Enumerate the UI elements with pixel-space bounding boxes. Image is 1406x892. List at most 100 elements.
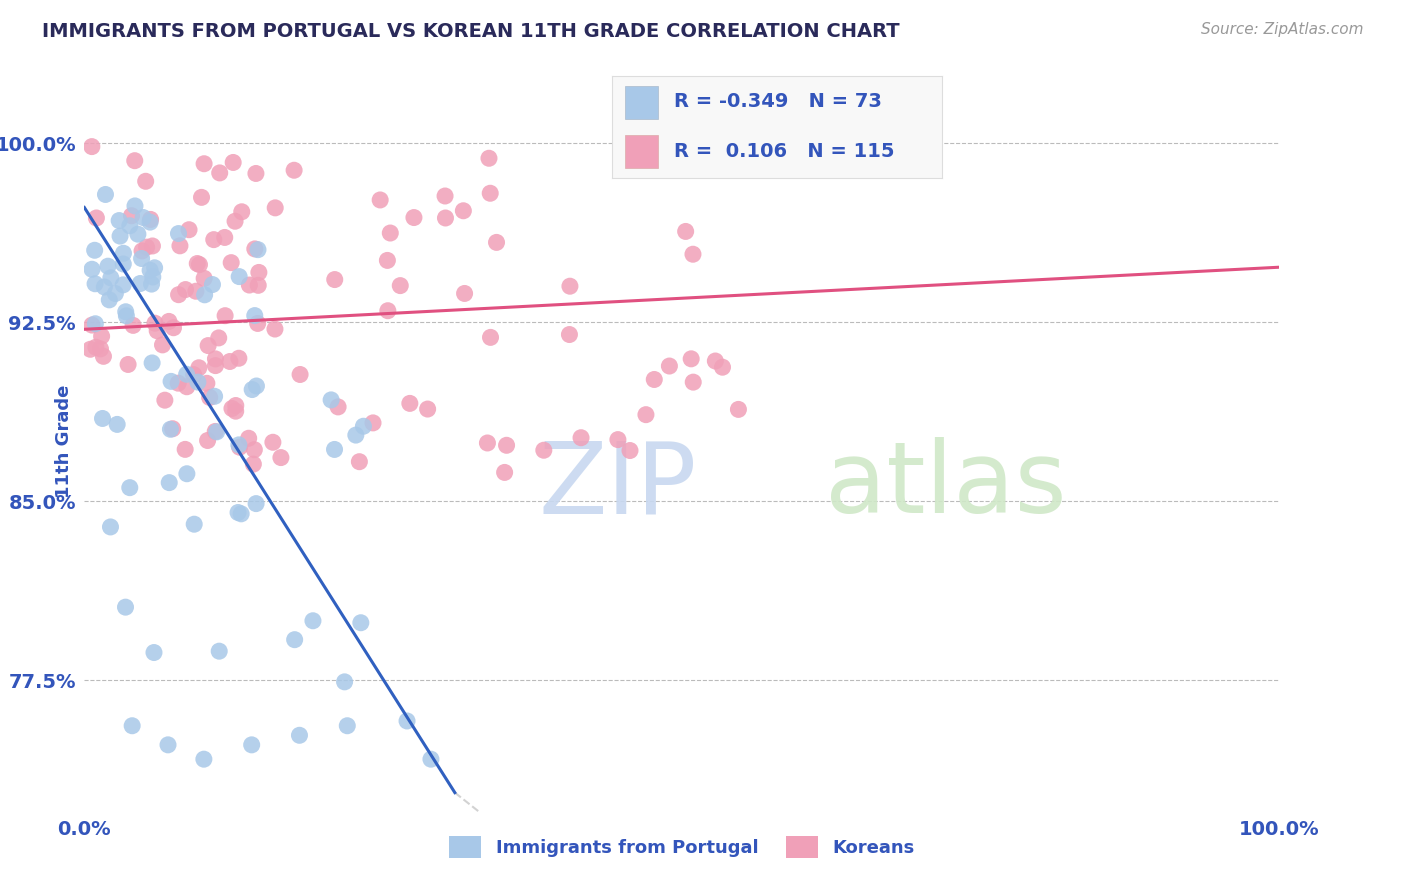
Point xyxy=(333,674,356,689)
Point xyxy=(208,331,231,345)
Point xyxy=(231,204,253,219)
Point xyxy=(681,351,703,366)
Text: Source: ZipAtlas.com: Source: ZipAtlas.com xyxy=(1201,22,1364,37)
Point xyxy=(323,272,346,286)
Point xyxy=(243,442,266,457)
Point xyxy=(558,327,581,342)
Point xyxy=(84,277,107,291)
Point xyxy=(89,342,111,356)
Point xyxy=(284,632,307,647)
Point xyxy=(114,305,136,319)
Point xyxy=(222,155,245,169)
Point xyxy=(174,283,197,297)
Point xyxy=(240,738,263,752)
Point xyxy=(350,615,373,630)
Point xyxy=(186,256,208,270)
Text: R = -0.349   N = 73: R = -0.349 N = 73 xyxy=(675,93,882,112)
Point xyxy=(494,466,516,480)
Point xyxy=(197,338,219,352)
Point xyxy=(153,393,176,408)
Point xyxy=(176,380,198,394)
Point xyxy=(80,139,103,153)
Point xyxy=(194,287,217,301)
Point xyxy=(326,400,349,414)
Point xyxy=(380,226,402,240)
Point xyxy=(302,614,325,628)
Point xyxy=(157,475,180,490)
Point xyxy=(643,372,665,386)
Point xyxy=(243,242,266,256)
Point xyxy=(195,376,218,391)
Point xyxy=(606,433,628,447)
Point xyxy=(219,255,242,269)
Point xyxy=(80,318,103,332)
Point xyxy=(184,285,207,299)
Point xyxy=(108,229,131,244)
Point xyxy=(245,379,267,393)
Point xyxy=(112,257,135,271)
Point xyxy=(93,280,115,294)
Point xyxy=(135,174,157,188)
Point xyxy=(558,279,581,293)
Point xyxy=(167,287,190,301)
Point xyxy=(204,389,226,403)
Point xyxy=(228,440,250,454)
Y-axis label: 11th Grade: 11th Grade xyxy=(55,384,73,499)
Point xyxy=(344,428,367,442)
Point xyxy=(288,728,311,742)
Point xyxy=(159,422,181,436)
Point xyxy=(188,258,211,272)
Point xyxy=(202,233,225,247)
Point xyxy=(84,340,107,354)
Point xyxy=(141,239,163,253)
Point xyxy=(193,157,215,171)
Point xyxy=(214,230,236,244)
Point xyxy=(160,375,183,389)
Point xyxy=(90,329,112,343)
Point xyxy=(242,457,264,471)
Point xyxy=(226,506,249,520)
Point xyxy=(94,187,117,202)
Point xyxy=(118,219,141,233)
Point xyxy=(97,259,120,273)
Point xyxy=(162,422,184,436)
Point xyxy=(398,396,420,410)
Point xyxy=(193,271,215,285)
Point xyxy=(129,277,152,291)
Point xyxy=(569,431,592,445)
Point xyxy=(93,349,115,363)
Point xyxy=(228,269,250,284)
Point xyxy=(533,443,555,458)
Point xyxy=(157,738,180,752)
Point xyxy=(402,211,425,225)
Point xyxy=(91,411,114,425)
Point xyxy=(368,193,391,207)
Point xyxy=(288,368,311,382)
Point xyxy=(167,227,190,241)
Point xyxy=(204,351,226,366)
Point xyxy=(139,263,162,277)
Point xyxy=(190,190,212,204)
Point xyxy=(169,239,191,253)
Point xyxy=(157,314,180,328)
Point xyxy=(377,253,399,268)
Point xyxy=(146,324,169,338)
Point xyxy=(205,425,228,439)
Point xyxy=(453,286,475,301)
Point xyxy=(262,435,284,450)
Point xyxy=(416,402,439,417)
Point xyxy=(84,317,107,331)
Point xyxy=(193,752,215,766)
Point xyxy=(477,436,499,450)
Point xyxy=(238,278,260,293)
Point xyxy=(225,399,247,413)
Point xyxy=(201,277,224,292)
Point xyxy=(139,215,162,229)
Point xyxy=(208,644,231,658)
Point xyxy=(124,199,146,213)
Point xyxy=(682,247,704,261)
Point xyxy=(246,243,269,257)
Point xyxy=(396,714,419,728)
Point xyxy=(218,354,240,368)
Point xyxy=(131,244,153,258)
